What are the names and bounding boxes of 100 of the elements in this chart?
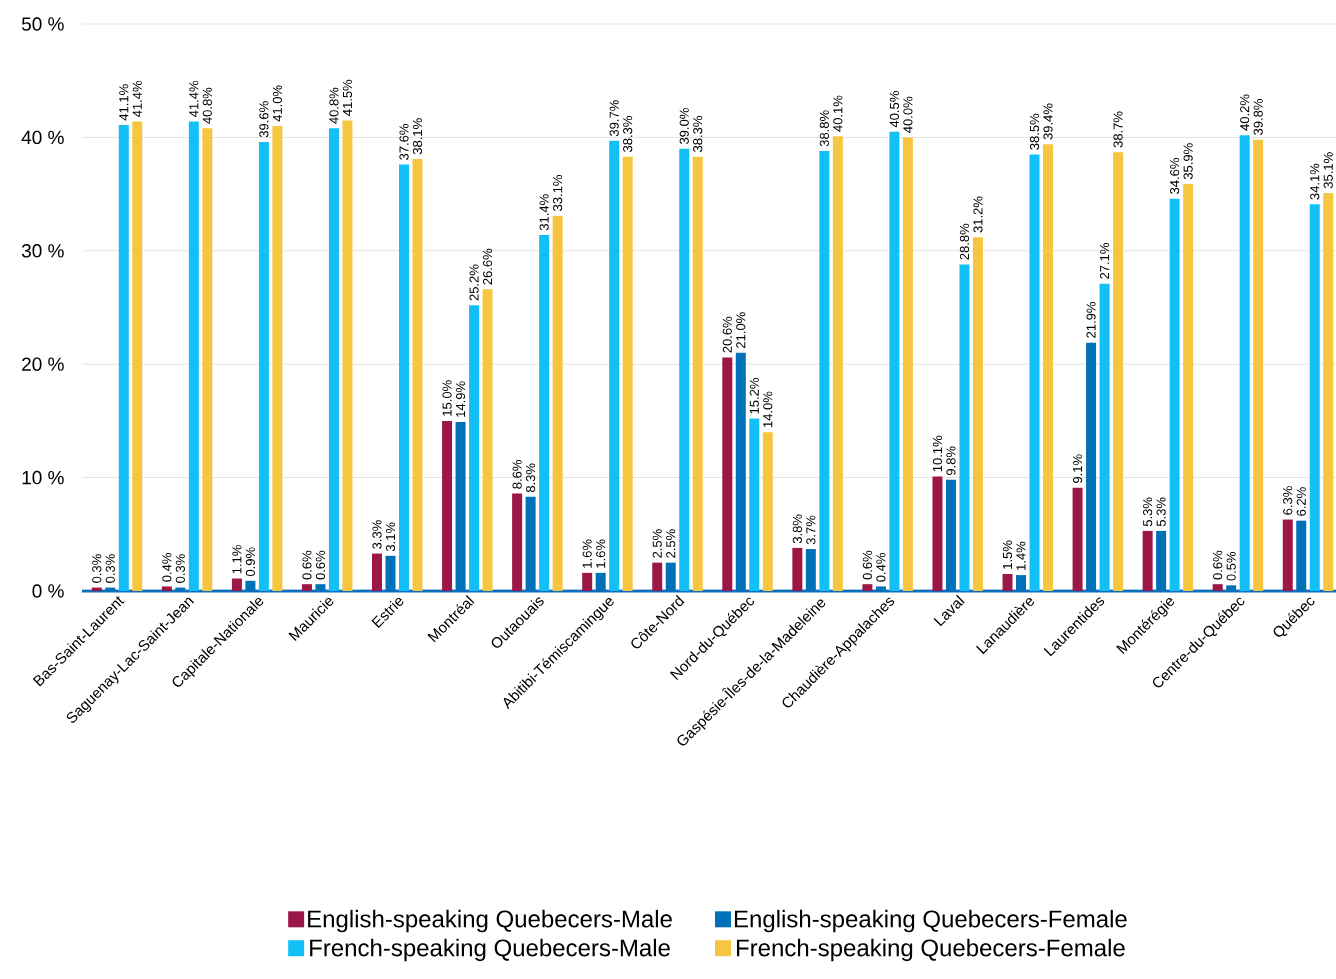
- data-label: 21.0%: [736, 312, 746, 348]
- bar: [692, 156, 703, 591]
- data-label: 5.3%: [1156, 497, 1166, 527]
- bar: [539, 234, 550, 591]
- data-label: 3.1%: [385, 522, 396, 552]
- data-label: 31.2%: [973, 196, 983, 233]
- bar: [512, 493, 523, 591]
- data-label: 26.6%: [482, 248, 493, 285]
- data-label: 0.4%: [162, 553, 172, 582]
- data-label: 40.8%: [329, 87, 339, 124]
- data-label: 39.4%: [1043, 103, 1053, 140]
- data-label: 35.9%: [1183, 143, 1193, 180]
- data-label: 21.9%: [1086, 302, 1096, 338]
- data-label: 3.3%: [372, 520, 382, 549]
- data-label: 41.1%: [119, 84, 129, 121]
- data-label: 34.6%: [1170, 158, 1180, 194]
- data-label: 1.6%: [596, 539, 606, 568]
- data-label: 6.2%: [1296, 487, 1306, 516]
- bar: [1183, 183, 1194, 591]
- legend-label: French-speaking Quebecers-Female: [736, 938, 1125, 962]
- data-label: 38.7%: [1113, 111, 1123, 148]
- bar: [482, 289, 493, 591]
- bar: [161, 586, 172, 591]
- bar: [1323, 192, 1334, 591]
- data-label: 38.8%: [819, 110, 829, 147]
- data-label: 39.8%: [1253, 99, 1263, 135]
- bar: [412, 158, 423, 591]
- bar: [1099, 283, 1110, 591]
- data-label: 40.2%: [1240, 94, 1250, 131]
- data-label: 28.8%: [959, 223, 970, 260]
- bar: [792, 547, 803, 591]
- data-label: 33.1%: [553, 175, 563, 211]
- data-label: 14.0%: [763, 391, 773, 428]
- data-label: 0.9%: [245, 547, 255, 577]
- data-label: 1.5%: [1002, 540, 1013, 569]
- data-label: 0.3%: [105, 554, 115, 583]
- bar: [749, 418, 760, 591]
- data-label: 41.4%: [132, 80, 142, 118]
- data-label: 37.6%: [399, 124, 409, 160]
- data-label: 34.1%: [1310, 163, 1320, 200]
- data-label: 0.6%: [862, 550, 872, 580]
- data-label: 6.3%: [1283, 486, 1293, 515]
- bar: [972, 237, 983, 591]
- data-label: 38.5%: [1029, 113, 1040, 150]
- bar: [819, 151, 830, 591]
- data-label: 38.3%: [693, 116, 703, 152]
- data-label: 1.1%: [232, 545, 242, 574]
- data-label: 40.0%: [903, 96, 913, 133]
- bar: [1142, 530, 1153, 591]
- bar: [722, 357, 733, 591]
- data-label: 20.6%: [722, 316, 732, 353]
- bar: [959, 264, 970, 591]
- bar: [118, 124, 129, 591]
- bar: [132, 121, 143, 591]
- bar: [582, 572, 593, 591]
- bar: [231, 578, 242, 591]
- data-label: 0.3%: [175, 554, 185, 583]
- bar: [469, 305, 480, 591]
- bar: [188, 121, 199, 591]
- bar: [1282, 519, 1293, 591]
- data-label: 35.1%: [1323, 152, 1333, 189]
- data-label: 8.6%: [512, 460, 522, 489]
- data-label: 14.9%: [455, 381, 466, 417]
- bar: [1309, 204, 1320, 591]
- data-label: 38.3%: [623, 116, 633, 152]
- bar: [862, 584, 873, 591]
- data-label: 15.0%: [442, 380, 452, 416]
- bar: [652, 562, 663, 591]
- data-label: 5.3%: [1143, 497, 1153, 527]
- data-label: 39.0%: [679, 108, 689, 145]
- data-label: 3.7%: [806, 515, 816, 545]
- legend-label: English-speaking Quebecers-Male: [308, 909, 672, 933]
- data-label: 0.6%: [315, 550, 326, 580]
- bar: [1043, 144, 1054, 591]
- bar: [272, 126, 283, 591]
- data-label: 15.2%: [749, 378, 759, 414]
- data-label: 2.5%: [666, 529, 676, 558]
- data-label: 31.4%: [539, 194, 549, 231]
- data-label: 1.4%: [1016, 541, 1026, 570]
- bar: [258, 141, 269, 591]
- bar: [301, 584, 312, 591]
- bar: [609, 140, 620, 591]
- data-label: 41.4%: [189, 80, 199, 118]
- data-label: 2.5%: [652, 529, 662, 558]
- data-label: 0.3%: [92, 554, 102, 583]
- bar: [328, 128, 339, 591]
- bar: [889, 131, 900, 591]
- bar: [902, 137, 913, 591]
- bar: [399, 164, 410, 591]
- bar: [342, 120, 353, 591]
- data-label: 27.1%: [1099, 243, 1110, 279]
- y-tick-label: 50 %: [21, 17, 64, 31]
- bar: [932, 476, 943, 591]
- bar: [442, 420, 453, 591]
- data-label: 40.5%: [889, 91, 899, 128]
- data-label: 1.6%: [582, 539, 592, 568]
- data-label: 39.7%: [609, 100, 619, 137]
- data-label: 0.4%: [876, 553, 886, 582]
- y-tick-label: 10 %: [22, 470, 64, 485]
- y-tick-label: 20 %: [22, 357, 64, 371]
